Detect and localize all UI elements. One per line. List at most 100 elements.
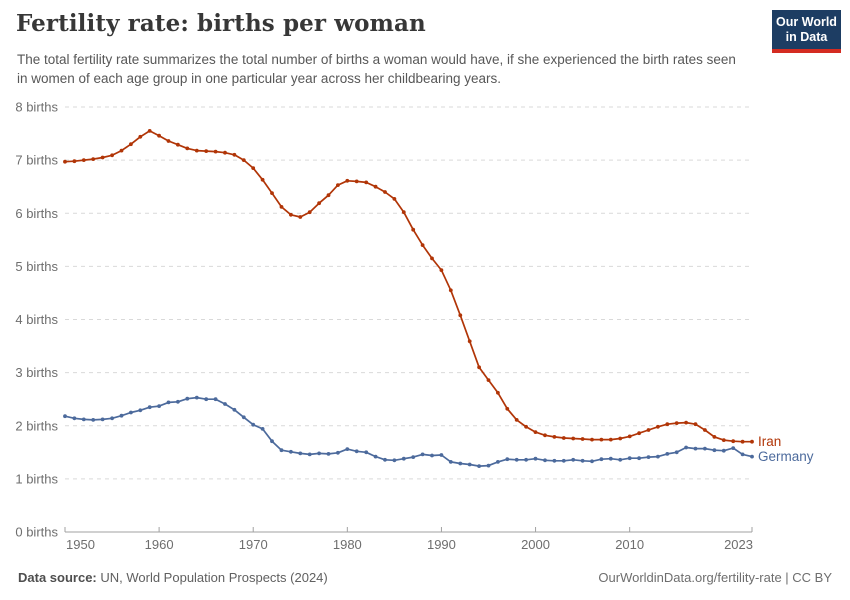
data-point-germany[interactable] <box>72 416 77 421</box>
data-point-germany[interactable] <box>477 464 481 468</box>
data-point-germany[interactable] <box>110 416 114 421</box>
data-point-germany[interactable] <box>81 417 86 422</box>
data-point-iran[interactable] <box>703 428 707 432</box>
data-point-germany[interactable] <box>420 452 425 457</box>
data-point-iran[interactable] <box>63 159 67 164</box>
series-label-germany[interactable]: Germany <box>758 449 814 464</box>
data-point-germany[interactable] <box>684 445 688 450</box>
data-point-iran[interactable] <box>458 313 463 318</box>
data-point-germany[interactable] <box>223 402 227 406</box>
series-germany[interactable]: Germany <box>63 395 814 468</box>
data-point-iran[interactable] <box>110 153 114 158</box>
data-point-iran[interactable] <box>147 129 152 133</box>
data-point-germany[interactable] <box>91 418 96 422</box>
data-point-iran[interactable] <box>91 157 96 162</box>
data-point-iran[interactable] <box>552 435 557 439</box>
data-point-germany[interactable] <box>401 456 406 461</box>
data-point-iran[interactable] <box>561 436 566 440</box>
data-point-germany[interactable] <box>458 461 463 466</box>
data-point-germany[interactable] <box>599 457 604 462</box>
data-point-iran[interactable] <box>571 436 576 441</box>
owid-url-license-link[interactable]: OurWorldinData.org/fertility-rate | CC B… <box>598 570 832 585</box>
data-point-iran[interactable] <box>364 180 369 185</box>
data-point-germany[interactable] <box>439 453 444 457</box>
data-point-germany[interactable] <box>326 452 331 456</box>
data-point-iran[interactable] <box>138 134 143 139</box>
data-point-iran[interactable] <box>439 268 444 272</box>
data-point-germany[interactable] <box>176 399 180 404</box>
data-point-germany[interactable] <box>289 449 293 454</box>
data-point-germany[interactable] <box>467 462 472 467</box>
data-point-iran[interactable] <box>204 149 209 154</box>
data-point-iran[interactable] <box>157 133 162 138</box>
data-point-iran[interactable] <box>543 433 547 438</box>
data-point-iran[interactable] <box>392 197 397 201</box>
data-point-iran[interactable] <box>693 422 698 427</box>
data-point-iran[interactable] <box>373 184 378 189</box>
data-point-iran[interactable] <box>721 438 726 442</box>
data-point-germany[interactable] <box>100 417 105 422</box>
data-point-germany[interactable] <box>674 450 679 455</box>
data-point-iran[interactable] <box>81 158 86 163</box>
data-point-germany[interactable] <box>119 413 124 418</box>
data-point-germany[interactable] <box>712 448 717 453</box>
data-point-germany[interactable] <box>533 456 538 461</box>
data-point-germany[interactable] <box>740 452 745 457</box>
data-point-iran[interactable] <box>467 339 472 344</box>
data-point-iran[interactable] <box>223 150 227 155</box>
data-point-iran[interactable] <box>637 431 641 436</box>
data-point-iran[interactable] <box>731 439 736 444</box>
data-point-germany[interactable] <box>298 451 303 456</box>
data-point-germany[interactable] <box>505 457 510 462</box>
series-iran[interactable]: Iran <box>63 129 781 449</box>
data-point-germany[interactable] <box>750 454 754 459</box>
data-point-iran[interactable] <box>260 177 265 182</box>
data-point-iran[interactable] <box>477 365 481 370</box>
data-point-germany[interactable] <box>608 456 613 461</box>
data-point-germany[interactable] <box>166 400 171 405</box>
data-point-germany[interactable] <box>618 457 623 462</box>
data-point-iran[interactable] <box>750 439 754 444</box>
data-point-iran[interactable] <box>684 420 688 425</box>
data-point-iran[interactable] <box>72 159 77 164</box>
data-point-iran[interactable] <box>100 155 105 160</box>
data-point-iran[interactable] <box>326 193 331 198</box>
data-point-germany[interactable] <box>571 457 576 462</box>
data-point-iran[interactable] <box>496 390 500 395</box>
data-point-germany[interactable] <box>251 422 256 427</box>
data-point-germany[interactable] <box>204 397 209 402</box>
data-point-germany[interactable] <box>486 463 491 468</box>
data-point-iran[interactable] <box>514 418 519 422</box>
data-point-iran[interactable] <box>505 406 510 411</box>
data-point-germany[interactable] <box>354 449 359 454</box>
data-point-iran[interactable] <box>251 166 256 171</box>
data-point-germany[interactable] <box>448 460 453 464</box>
data-point-germany[interactable] <box>194 395 199 400</box>
data-point-iran[interactable] <box>298 215 303 219</box>
data-point-iran[interactable] <box>270 191 274 196</box>
data-point-germany[interactable] <box>270 439 274 444</box>
data-point-iran[interactable] <box>279 205 284 209</box>
data-point-iran[interactable] <box>430 256 434 261</box>
data-point-germany[interactable] <box>430 453 434 458</box>
data-point-iran[interactable] <box>185 146 190 151</box>
data-point-germany[interactable] <box>731 446 736 450</box>
data-point-iran[interactable] <box>241 158 246 163</box>
data-point-germany[interactable] <box>336 450 340 455</box>
data-point-germany[interactable] <box>185 396 190 401</box>
data-point-germany[interactable] <box>656 454 660 459</box>
data-point-germany[interactable] <box>260 427 265 431</box>
data-point-germany[interactable] <box>213 397 218 402</box>
data-point-iran[interactable] <box>383 190 387 194</box>
data-point-germany[interactable] <box>147 405 152 410</box>
data-point-germany[interactable] <box>590 459 594 464</box>
data-point-iran[interactable] <box>411 227 416 232</box>
data-point-germany[interactable] <box>524 457 528 462</box>
data-point-germany[interactable] <box>637 456 641 461</box>
data-point-germany[interactable] <box>279 448 284 453</box>
data-point-iran[interactable] <box>608 437 613 442</box>
data-point-germany[interactable] <box>721 448 726 453</box>
data-point-germany[interactable] <box>232 407 237 412</box>
data-point-iran[interactable] <box>129 142 133 147</box>
data-point-germany[interactable] <box>561 458 566 463</box>
